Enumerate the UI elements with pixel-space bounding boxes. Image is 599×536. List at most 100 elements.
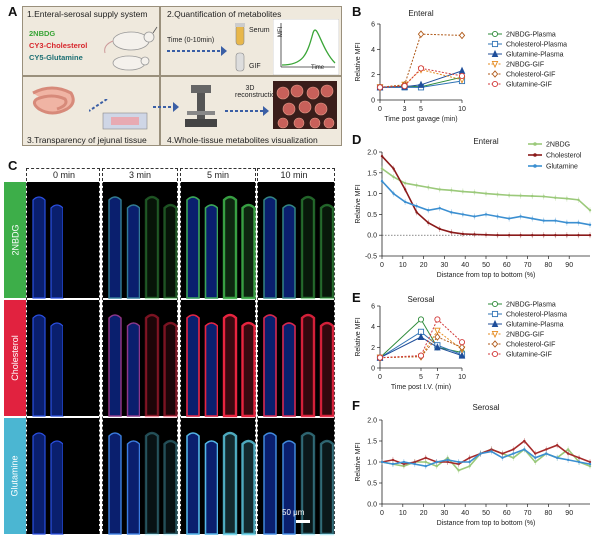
chart-title: Enteral bbox=[408, 9, 434, 18]
x-tick-label: 3 bbox=[403, 106, 407, 113]
data-point-5-1 bbox=[417, 352, 425, 359]
data-point-0-1 bbox=[417, 316, 425, 323]
data-point-4-2 bbox=[417, 30, 425, 38]
series-line-2 bbox=[381, 180, 591, 226]
micrograph-0-7 bbox=[296, 182, 335, 300]
y-tick-label: 0.0 bbox=[367, 233, 377, 240]
row-label-2nbdg: 2NBDG bbox=[4, 182, 26, 298]
y-tick-label: 4 bbox=[371, 324, 375, 331]
legend-label-3: 2NBDG-GIF bbox=[506, 332, 544, 339]
y-tick-label: 2.0 bbox=[367, 418, 377, 425]
panel-letter-a: A bbox=[8, 4, 18, 19]
tracer-cyan-label: CY5-Glutamine bbox=[29, 53, 83, 62]
time-label-5: 5 min bbox=[206, 170, 229, 180]
x-tick-label: 0 bbox=[378, 374, 382, 381]
series-line-4 bbox=[379, 336, 463, 359]
series-line-5 bbox=[379, 318, 463, 359]
data-point-3-2 bbox=[434, 327, 441, 335]
series-line-3 bbox=[379, 330, 463, 359]
data-point-5-1 bbox=[401, 83, 408, 90]
time-label-0: 0 min bbox=[52, 170, 75, 180]
chart-d-enteral-distance: Enteral -0.5 0.0 0.5 1.0 1.5 2.0 0 10 20 30 40 50 60 7… bbox=[355, 137, 592, 279]
y-axis-label: Relative MFI bbox=[355, 42, 362, 81]
data-point-2-1 bbox=[417, 332, 425, 341]
legend-marker-5 bbox=[491, 350, 499, 358]
x-tick-label: 70 bbox=[524, 510, 532, 517]
x-tick-label: 10 bbox=[399, 510, 407, 517]
x-tick-label: 7 bbox=[435, 374, 439, 381]
micrograph-2-1 bbox=[63, 418, 99, 534]
data-point-2-2 bbox=[417, 80, 425, 88]
arrow-icon bbox=[153, 102, 179, 112]
legend-marker-0 bbox=[491, 300, 499, 308]
y-tick-label: 4 bbox=[371, 47, 375, 54]
y-tick-label: 6 bbox=[371, 22, 375, 29]
schematic-box-visualization: 3D reconstruction 4.Whole-tissue metabol… bbox=[153, 76, 342, 146]
arrow-icon bbox=[225, 106, 269, 116]
microscope-icon bbox=[185, 85, 217, 127]
data-point-4-3 bbox=[458, 343, 466, 352]
y-tick-label: 2 bbox=[371, 345, 375, 352]
x-tick-label: 90 bbox=[565, 510, 573, 517]
x-tick-label: 40 bbox=[461, 510, 469, 517]
series-line-5 bbox=[379, 67, 463, 88]
gif-tube-icon bbox=[235, 52, 245, 72]
legend-label-0: 2NBDG-Plasma bbox=[506, 32, 556, 39]
mfi-curve-icon bbox=[273, 19, 339, 75]
reconstruction-label: 3D reconstruction bbox=[235, 85, 279, 99]
x-tick-label: 80 bbox=[545, 510, 553, 517]
legend-label-1: Cholesterol-Plasma bbox=[506, 42, 567, 49]
gif-label: GIF bbox=[249, 63, 261, 70]
micrograph-0-3 bbox=[140, 182, 178, 300]
reconstruction-3d-image bbox=[273, 81, 337, 129]
mouse-illustration bbox=[104, 26, 158, 71]
y-tick-label: 6 bbox=[371, 304, 375, 311]
micrograph-1-6 bbox=[258, 300, 296, 417]
data-point-5-3 bbox=[458, 72, 466, 79]
scale-bar-label: 50 μm bbox=[282, 508, 305, 517]
legend-marker-3 bbox=[491, 60, 499, 69]
x-tick-label: 50 bbox=[482, 510, 490, 517]
x-tick-label: 90 bbox=[565, 262, 573, 269]
micrograph-2-2 bbox=[103, 418, 141, 535]
chart-f-serosal-distance: Serosal 0.0 0.5 1.0 1.5 2.0 0 10 20 30 40 50 60 70 80 9… bbox=[355, 403, 592, 527]
panel-letter-d: D bbox=[352, 132, 362, 147]
micrograph-1-4 bbox=[181, 300, 219, 417]
legend-marker-2 bbox=[491, 49, 499, 58]
x-tick-label: 10 bbox=[458, 106, 466, 113]
legend-label-5: Glutamine-GIF bbox=[506, 352, 552, 359]
legend-label-4: Cholesterol-GIF bbox=[506, 342, 555, 349]
micrograph-0-6 bbox=[258, 182, 296, 299]
tracer-red-label: CY3-Cholesterol bbox=[29, 41, 88, 50]
data-point-2-2 bbox=[434, 343, 441, 351]
data-point-4-3 bbox=[458, 31, 466, 40]
legend-label-0: 2NBDG bbox=[546, 142, 570, 149]
legend-label-1: Cholesterol bbox=[546, 153, 582, 160]
legend-marker-4 bbox=[491, 340, 499, 348]
time-range-label: Time (0-10min) bbox=[167, 37, 215, 44]
series-line-2 bbox=[379, 336, 463, 359]
micrograph-2-3 bbox=[140, 418, 178, 536]
x-tick-label: 5 bbox=[419, 106, 423, 113]
micrograph-1-5 bbox=[218, 300, 256, 418]
legend-marker-1 bbox=[491, 40, 499, 48]
micrograph-1-1 bbox=[63, 300, 99, 416]
data-point-5-3 bbox=[458, 339, 466, 346]
chart-title: Enteral bbox=[473, 137, 499, 146]
x-tick-label: 0 bbox=[380, 510, 384, 517]
data-point-5-2 bbox=[417, 65, 425, 72]
legend-marker-5 bbox=[491, 80, 499, 88]
legend-label-0: 2NBDG-Plasma bbox=[506, 302, 556, 309]
y-tick-label: 1.5 bbox=[367, 439, 377, 446]
row-label-glutamine: Glutamine bbox=[4, 418, 26, 534]
tracer-green-label: 2NBDG bbox=[29, 29, 56, 38]
y-tick-label: 1.0 bbox=[367, 460, 377, 467]
time-label-3: 3 min bbox=[128, 170, 151, 180]
micrograph-1-0 bbox=[27, 300, 64, 417]
x-tick-label: 80 bbox=[545, 262, 553, 269]
y-tick-label: -0.5 bbox=[365, 254, 377, 261]
micrograph-0-5 bbox=[218, 182, 256, 300]
serum-label: Serum bbox=[249, 27, 270, 34]
legend-marker-1 bbox=[533, 153, 537, 157]
legend-label-3: 2NBDG-GIF bbox=[506, 62, 544, 69]
